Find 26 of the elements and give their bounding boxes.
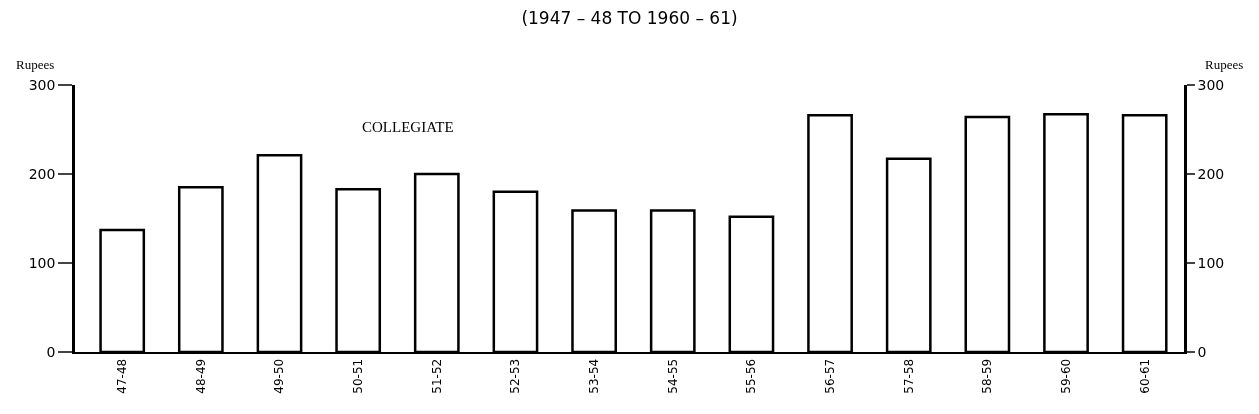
- x-tick-label: 56-57: [822, 358, 837, 394]
- x-tick-label: 58-59: [980, 358, 995, 394]
- y-tick-label: 0: [46, 343, 56, 360]
- x-tick-label: 50-51: [351, 358, 366, 394]
- x-tick-label: 59-60: [1058, 358, 1073, 394]
- y2-tick-label: 300: [1197, 76, 1225, 93]
- x-tick-label: 54-55: [665, 358, 680, 394]
- x-tick-label: 55-56: [744, 358, 759, 394]
- y2-tick-label: 100: [1197, 254, 1225, 271]
- x-tick-label: 48-49: [193, 358, 208, 394]
- x-tick-label: 52-53: [508, 358, 523, 394]
- y2-tick-label: 0: [1197, 343, 1207, 360]
- x-tick-label: 47-48: [115, 358, 130, 394]
- chart-title: (1947 – 48 TO 1960 – 61): [521, 8, 738, 29]
- x-tick-label: 57-58: [901, 358, 916, 394]
- x-tick-label: 51-52: [429, 358, 444, 394]
- y-tick-label: 100: [28, 254, 56, 271]
- x-tick-label: 53-54: [587, 358, 602, 394]
- y2-tick-label: 200: [1197, 165, 1225, 182]
- x-tick-label: 60-61: [1137, 358, 1152, 394]
- annotation: COLLEGIATE: [362, 119, 454, 135]
- y-tick-label: 200: [28, 165, 56, 182]
- y-tick-label: 300: [28, 76, 56, 93]
- x-tick-label: 49-50: [272, 358, 287, 394]
- y-axis-title: Rupees: [16, 57, 55, 72]
- y2-axis-title: Rupees: [1205, 57, 1244, 72]
